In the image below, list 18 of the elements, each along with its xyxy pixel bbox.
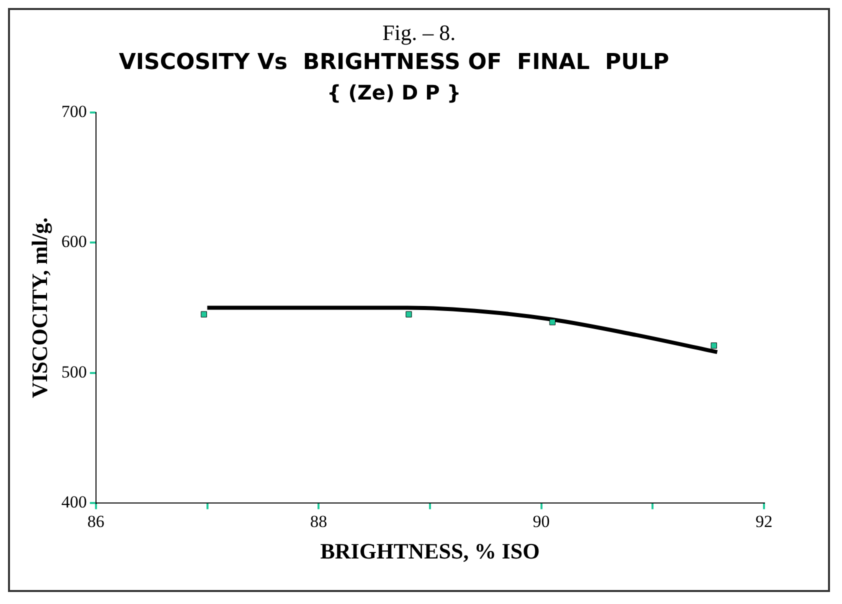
y-tick-label: 500	[61, 362, 87, 382]
x-tick-label: 88	[310, 512, 328, 531]
point	[710, 342, 717, 349]
y-tick-label: 700	[61, 102, 87, 121]
line-series	[205, 306, 720, 354]
x-axis-title: BRIGHTNESS, % ISO	[320, 538, 540, 564]
chart-title: VISCOSITY Vs BRIGHTNESS OF FINAL PULP	[118, 50, 670, 75]
point	[406, 311, 412, 318]
chart-subtitle: { (Ze) D P }	[327, 80, 461, 105]
text: Fig. – 8.	[382, 20, 456, 46]
x-tick-label: 92	[756, 512, 772, 531]
point	[200, 311, 207, 318]
y-axis-title: VISCOCITY, ml/g.	[26, 217, 52, 398]
x-tick-label: 86	[87, 512, 104, 531]
x-tick-label: 90	[532, 512, 550, 531]
point	[549, 319, 556, 326]
y-tick-label: 400	[61, 492, 87, 512]
y-tick-label: 600	[61, 232, 87, 252]
